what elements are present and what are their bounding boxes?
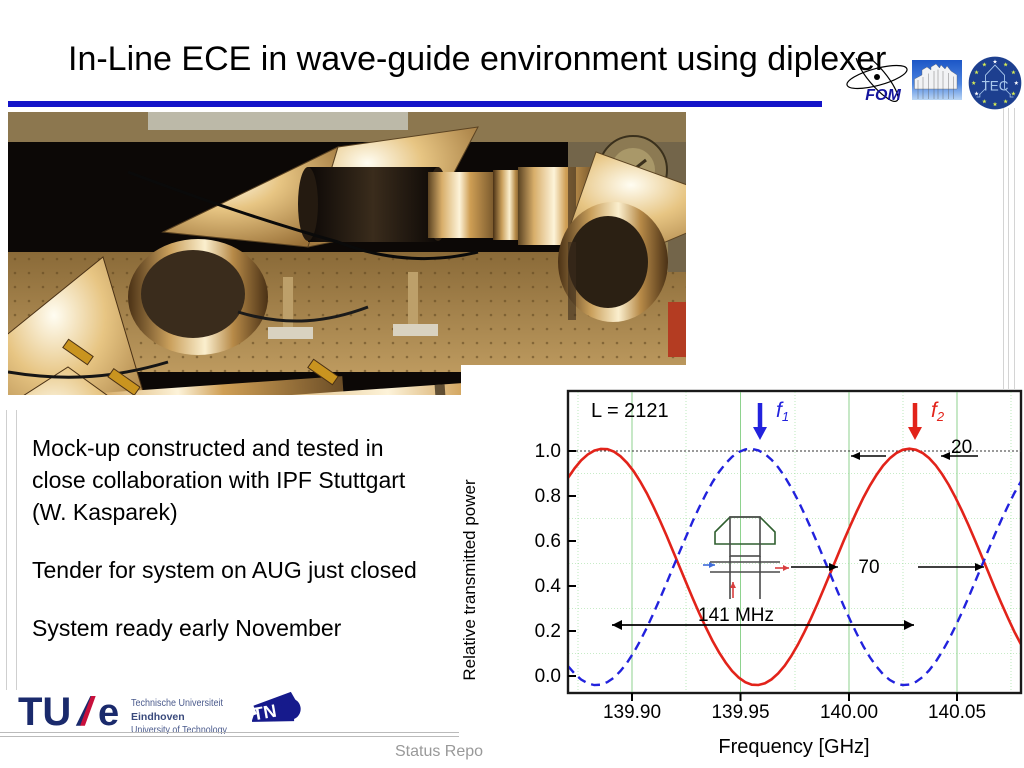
svg-text:139.95: 139.95	[711, 702, 769, 723]
svg-text:0.2: 0.2	[535, 621, 561, 642]
svg-text:L = 2121: L = 2121	[591, 400, 669, 422]
svg-text:0.4: 0.4	[535, 576, 562, 597]
svg-text:e: e	[98, 692, 119, 734]
svg-text:Eindhoven: Eindhoven	[131, 711, 185, 723]
svg-text:1.0: 1.0	[535, 441, 561, 462]
svg-text:TN: TN	[252, 701, 278, 725]
svg-text:TEC: TEC	[982, 78, 1009, 93]
svg-text:20: 20	[951, 437, 972, 458]
svg-text:0.6: 0.6	[535, 531, 561, 552]
svg-text:0.0: 0.0	[535, 666, 561, 687]
svg-text:140.00: 140.00	[820, 702, 878, 723]
svg-text:140.05: 140.05	[928, 702, 986, 723]
svg-text:Technische Universiteit: Technische Universiteit	[131, 697, 223, 709]
svg-text:Frequency [GHz]: Frequency [GHz]	[718, 736, 869, 758]
svg-text:TU: TU	[18, 690, 71, 734]
svg-text:141 MHz: 141 MHz	[698, 605, 774, 626]
svg-text:FOM: FOM	[865, 87, 901, 102]
svg-text:Relative transmitted power: Relative transmitted power	[461, 479, 479, 681]
svg-text:0.8: 0.8	[535, 486, 561, 507]
svg-text:70: 70	[858, 557, 879, 578]
svg-text:139.90: 139.90	[603, 702, 661, 723]
